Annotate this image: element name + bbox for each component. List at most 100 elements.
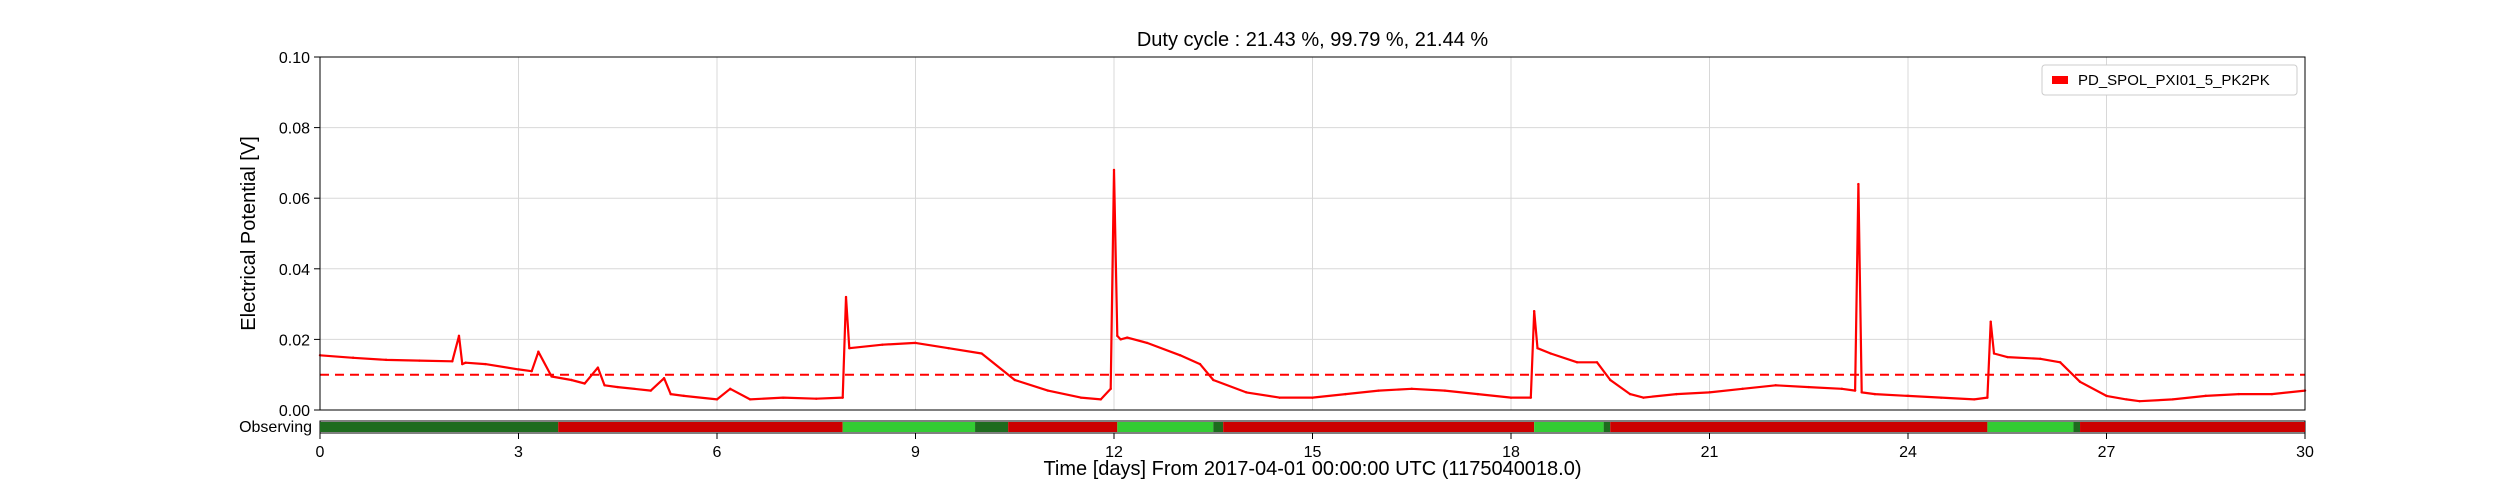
data-point <box>1989 320 1992 323</box>
data-point <box>1046 389 1050 392</box>
observing-band <box>319 420 2306 434</box>
x-tick-label: 21 <box>1701 444 1719 461</box>
x-tick-label: 27 <box>2098 444 2116 461</box>
legend-entry: PD_SPOL_PXI01_5_PK2PK <box>2078 72 2270 89</box>
data-point <box>1344 392 1347 396</box>
y-axis-ticks: 0.00 0.02 0.04 0.06 0.08 0.10 <box>279 50 320 420</box>
data-point <box>2270 392 2274 396</box>
data-point <box>2125 398 2128 401</box>
data-point <box>457 334 461 338</box>
data-point <box>1642 396 1645 399</box>
data-point <box>2058 361 2062 364</box>
x-tick-label: 15 <box>1304 444 1322 461</box>
data-point <box>2006 355 2009 359</box>
y-tick-label: 0.06 <box>279 191 310 208</box>
data-point <box>844 295 848 299</box>
data-point <box>1013 378 1016 382</box>
data-point <box>1079 396 1083 399</box>
observing-label: Observing <box>239 419 312 436</box>
data-point <box>1126 336 1129 339</box>
y-tick-label: 0.08 <box>279 121 310 138</box>
x-tick-label: 24 <box>1899 444 1917 461</box>
data-point <box>1119 338 1122 341</box>
observing-segment <box>842 422 976 432</box>
observing-segment <box>1987 422 2074 432</box>
data-point <box>1476 392 1480 396</box>
legend-box <box>2041 64 2298 96</box>
data-point <box>530 369 533 373</box>
data-point <box>461 362 464 366</box>
y-tick-label: 0.10 <box>279 50 310 67</box>
observing-segment <box>1008 422 1118 432</box>
data-point <box>570 378 573 382</box>
x-axis-label: Time [days] From 2017-04-01 00:00:00 UTC… <box>1043 458 1581 480</box>
data-point <box>1675 392 1678 396</box>
data-point <box>1857 182 1860 186</box>
data-point <box>1873 392 1877 396</box>
data-point <box>1529 396 1533 399</box>
data-point <box>1509 396 1513 399</box>
observing-segment <box>1213 422 1224 432</box>
data-point <box>2171 398 2174 401</box>
data-point <box>1774 384 1777 387</box>
x-tick-label: 9 <box>911 444 920 461</box>
x-tick-label: 12 <box>1105 444 1123 461</box>
data-point <box>848 347 851 350</box>
observing-segment <box>1534 422 1604 432</box>
data-point <box>1609 378 1612 382</box>
data-point <box>1145 341 1149 345</box>
data-point <box>1245 391 1248 394</box>
data-point <box>2039 357 2042 361</box>
data-point <box>1741 387 1744 391</box>
data-point <box>1840 387 1844 391</box>
data-point <box>947 347 950 350</box>
data-point <box>2237 392 2241 396</box>
data-point <box>451 360 454 363</box>
data-point <box>914 341 917 345</box>
data-point <box>649 389 653 392</box>
data-point <box>1099 398 1102 401</box>
data-point <box>1443 389 1447 392</box>
y-axis-label: Electrical Potential [V] <box>238 136 260 331</box>
observing-segment <box>558 422 843 432</box>
data-point <box>748 398 752 401</box>
data-point <box>1212 378 1215 382</box>
data-point <box>1178 354 1182 357</box>
data-point <box>1198 362 1202 366</box>
data-point <box>1595 361 1599 364</box>
data-point <box>980 352 983 355</box>
data-point <box>682 394 686 398</box>
data-point <box>1807 385 1810 389</box>
data-point <box>384 358 388 362</box>
data-point <box>1860 391 1863 394</box>
data-point <box>484 362 487 366</box>
x-tick-label: 6 <box>713 444 722 461</box>
legend-swatch <box>2052 76 2068 84</box>
data-point <box>729 387 732 391</box>
data-point <box>1972 398 1976 401</box>
data-point <box>1311 396 1314 399</box>
data-point <box>2105 394 2108 398</box>
x-tick-label: 18 <box>1502 444 1520 461</box>
data-point <box>2204 394 2207 398</box>
x-axis-ticks: 0 3 6 9 12 15 18 21 24 27 30 <box>316 433 2314 461</box>
data-point <box>351 356 355 359</box>
data-point <box>596 366 600 369</box>
data-point <box>815 397 818 400</box>
observing-segment <box>1223 422 1535 432</box>
y-tick-label: 0.04 <box>279 262 310 279</box>
legend: PD_SPOL_PXI01_5_PK2PK <box>2041 64 2298 96</box>
data-point <box>1109 387 1112 391</box>
data-point <box>1939 396 1943 399</box>
data-point <box>583 382 586 385</box>
observing-segment <box>975 422 1009 432</box>
data-point <box>1853 389 1857 392</box>
data-point <box>1708 391 1711 394</box>
data-point <box>616 385 619 389</box>
data-point <box>537 350 540 353</box>
data-point <box>1906 394 1910 398</box>
x-tick-label: 3 <box>514 444 523 461</box>
y-tick-label: 0.00 <box>279 403 310 420</box>
data-point <box>1536 347 1539 350</box>
data-point <box>715 398 719 401</box>
